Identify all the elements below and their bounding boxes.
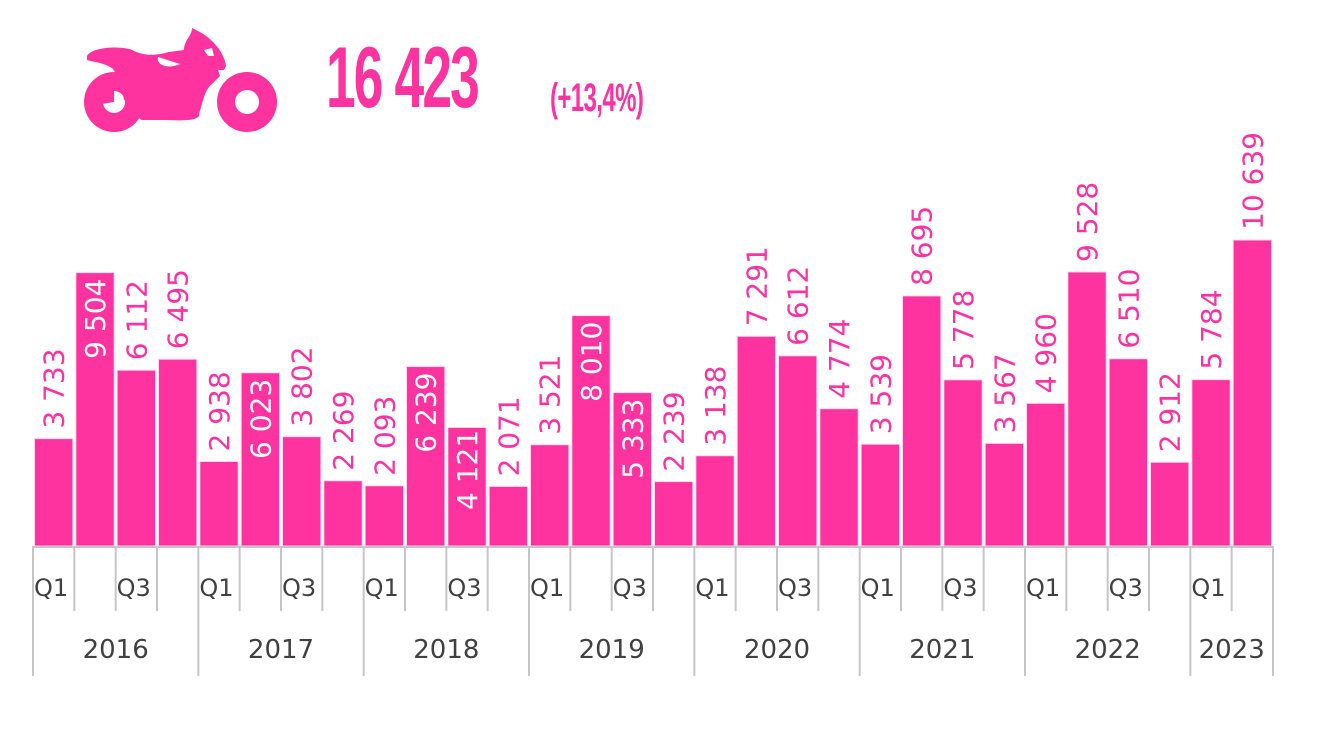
motorcycle-icon — [84, 28, 277, 132]
bar-2020-q4 — [819, 408, 859, 547]
bar-2017-q4 — [323, 480, 363, 547]
data-label: 6 612 — [782, 266, 815, 346]
bar-2020-q2 — [736, 335, 777, 547]
data-label: 7 291 — [740, 246, 773, 326]
data-label: 4 960 — [1030, 313, 1063, 393]
bar-2021-q2 — [902, 295, 942, 547]
year-label: 2020 — [744, 635, 810, 665]
year-label: 2022 — [1075, 635, 1141, 665]
bar-2021-q1 — [860, 443, 901, 547]
bar-2016-q2 — [75, 272, 115, 547]
bar-2021-q3 — [943, 379, 983, 547]
year-label: 2016 — [83, 635, 149, 665]
bar-2018-q1 — [364, 485, 404, 547]
year-label: 2023 — [1199, 635, 1265, 665]
data-label: 3 733 — [38, 348, 71, 428]
year-label: 2019 — [579, 635, 645, 665]
data-label: 6 510 — [1112, 269, 1145, 349]
data-label: 5 778 — [947, 290, 980, 370]
bar-2017-q3 — [282, 436, 322, 547]
bar-2018-q4 — [488, 485, 528, 547]
data-label: 2 912 — [1154, 372, 1187, 452]
data-label: 6 023 — [244, 379, 277, 459]
quarter-tick-label: Q3 — [447, 574, 481, 602]
data-label: 5 333 — [616, 399, 649, 479]
data-label: 9 528 — [1071, 182, 1104, 262]
bar-2016-q4 — [158, 358, 198, 547]
bar-2022-q3 — [1108, 358, 1148, 547]
header: 16 423 (+13,4%) — [0, 0, 1337, 150]
bar-2020-q3 — [778, 355, 818, 547]
data-label: 8 695 — [906, 206, 939, 286]
data-label: 10 639 — [1236, 132, 1269, 230]
data-label: 2 239 — [658, 391, 691, 471]
bar-2021-q4 — [984, 442, 1025, 547]
data-label: 2 938 — [203, 371, 236, 451]
bars-group — [34, 239, 1272, 547]
bar-2023-q1 — [1191, 379, 1231, 547]
x-axis: Q1 Q3 2016 Q1 Q3 2017 Q1 Q3 2018 Q1 Q3 2019 Q1 Q3 2020… — [32, 546, 1274, 676]
bar-2016-q3 — [116, 369, 156, 547]
headline: 16 423 (+13,4%) — [326, 30, 644, 126]
headline-change-percent: (+13,4%) — [550, 76, 644, 120]
bar-2023-q2 — [1232, 239, 1272, 547]
quarter-tick-label: Q1 — [34, 574, 68, 602]
quarter-tick-label: Q3 — [943, 574, 977, 602]
bar-2019-q1 — [530, 444, 570, 547]
year-label: 2017 — [248, 635, 314, 665]
bar-2019-q3 — [612, 392, 653, 547]
data-label: 4 121 — [451, 430, 484, 510]
quarter-tick-label: Q1 — [861, 574, 895, 602]
data-label: 6 112 — [120, 280, 153, 360]
data-label: 8 010 — [575, 322, 608, 402]
year-label: 2021 — [909, 635, 975, 665]
quarter-tick-label: Q1 — [199, 574, 233, 602]
data-label: 3 138 — [699, 366, 732, 446]
bar-2018-q3 — [447, 426, 487, 547]
bar-2018-q2 — [406, 366, 446, 547]
data-label: 3 521 — [534, 355, 567, 435]
quarter-tick-label: Q3 — [282, 574, 316, 602]
data-label: 2 093 — [368, 396, 401, 476]
bar-2020-q1 — [695, 455, 735, 547]
data-label: 3 567 — [988, 353, 1021, 433]
bar-2019-q4 — [654, 481, 694, 547]
data-label: 6 239 — [410, 373, 443, 453]
quarter-tick-label: Q3 — [778, 574, 812, 602]
quarter-tick-label: Q1 — [1026, 574, 1060, 602]
data-label: 4 774 — [823, 319, 856, 399]
quarter-tick-label: Q1 — [1191, 574, 1225, 602]
bar-2016-q1 — [34, 438, 74, 547]
bar-2017-q2 — [240, 372, 281, 547]
quarter-tick-label: Q3 — [1109, 574, 1143, 602]
quarter-tick-label: Q1 — [365, 574, 399, 602]
bar-2022-q2 — [1067, 271, 1107, 547]
bar-2022-q1 — [1026, 402, 1066, 547]
data-label: 2 269 — [327, 391, 360, 471]
year-label: 2018 — [413, 635, 479, 665]
bar-2019-q2 — [571, 315, 611, 547]
data-label: 3 802 — [286, 346, 319, 426]
data-label: 2 071 — [492, 396, 525, 476]
quarter-tick-label: Q3 — [117, 574, 151, 602]
quarter-tick-label: Q1 — [695, 574, 729, 602]
data-label: 5 784 — [1195, 289, 1228, 369]
bar-2017-q1 — [199, 460, 239, 547]
bar-2022-q4 — [1150, 461, 1190, 547]
data-label: 9 504 — [79, 279, 112, 359]
data-label: 3 539 — [864, 354, 897, 434]
quarter-tick-label: Q3 — [613, 574, 647, 602]
data-label: 6 495 — [162, 269, 195, 349]
headline-total-value: 16 423 — [326, 30, 480, 126]
quarter-tick-label: Q1 — [530, 574, 564, 602]
